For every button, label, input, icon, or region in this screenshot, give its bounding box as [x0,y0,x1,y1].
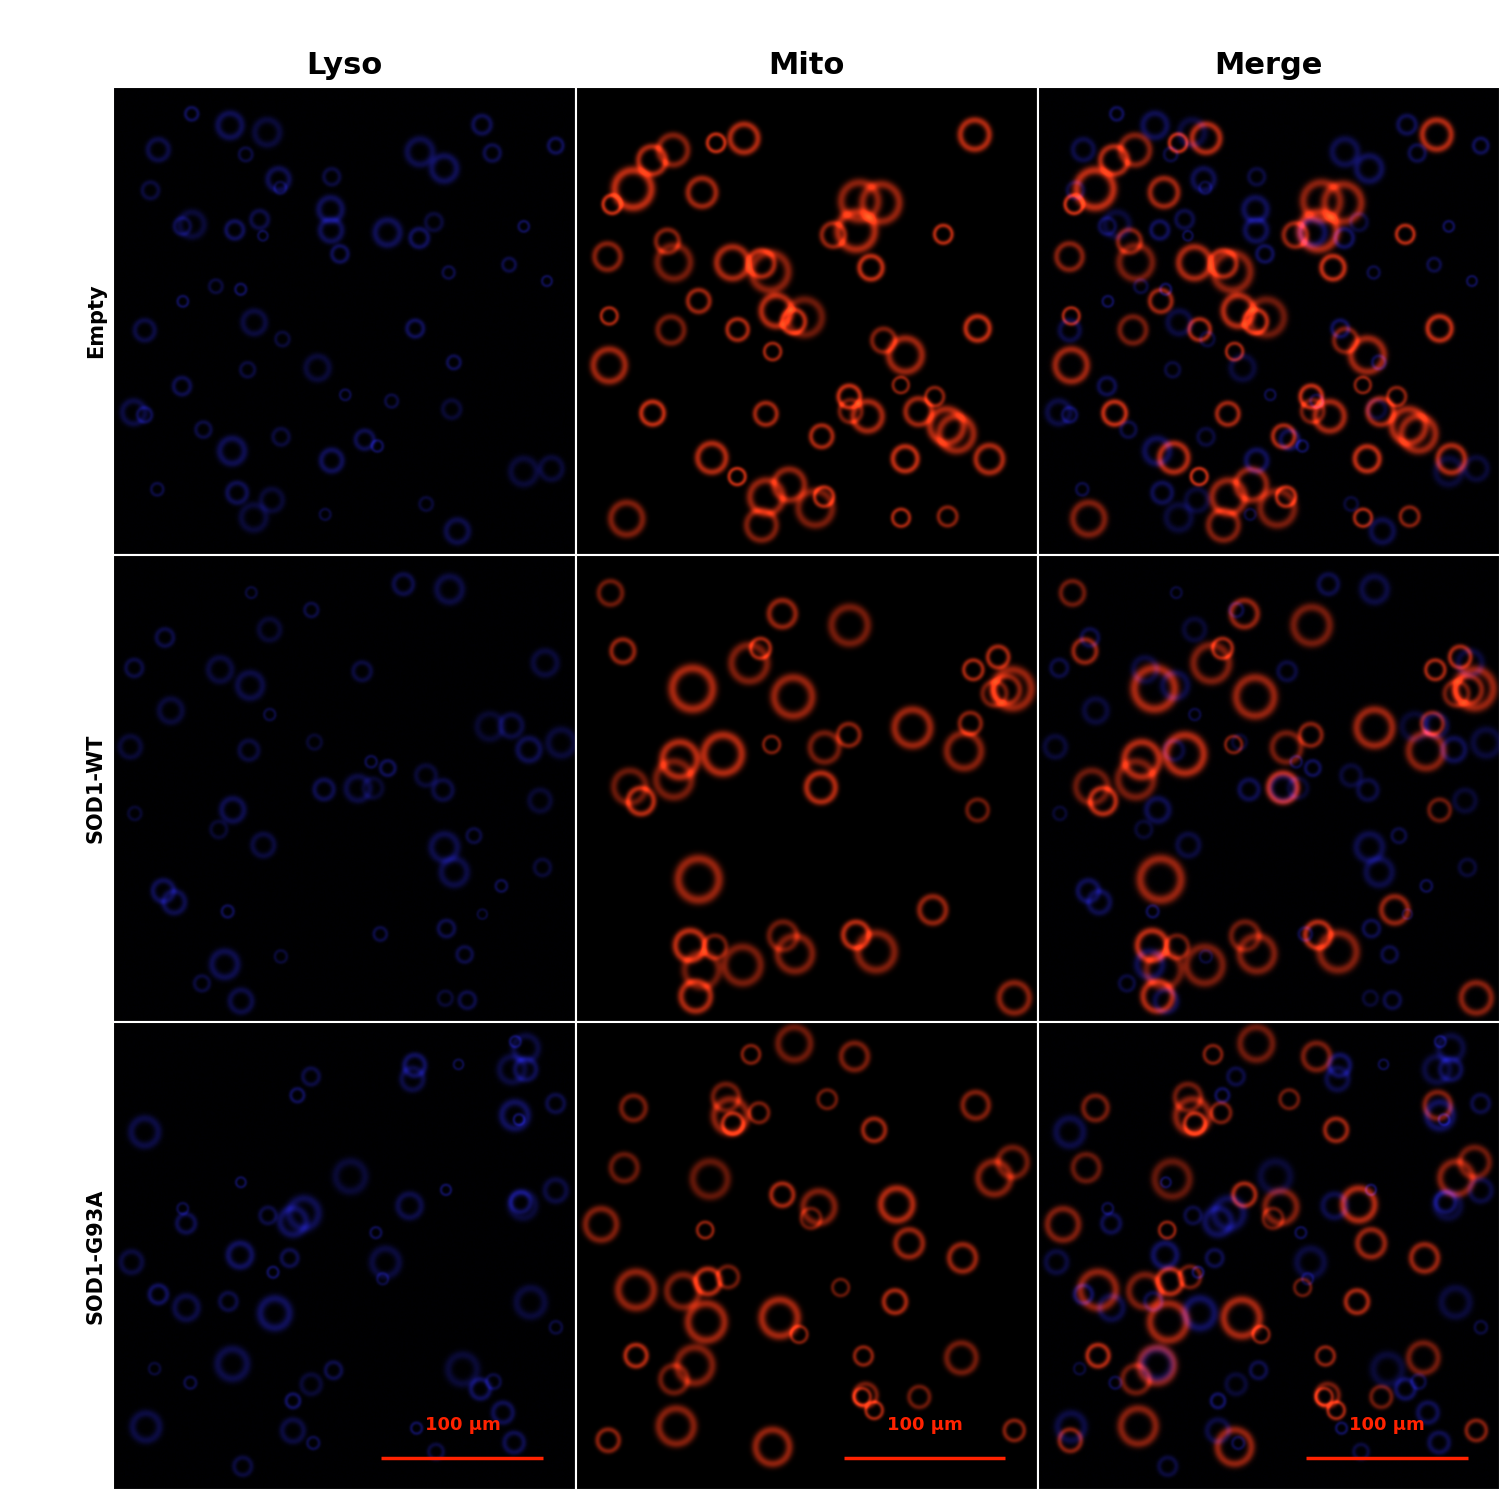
Text: Mito: Mito [768,51,845,80]
Text: Empty: Empty [86,284,106,359]
Text: Merge: Merge [1214,51,1323,80]
Text: 100 μm: 100 μm [425,1416,500,1434]
Text: SOD1-G93A: SOD1-G93A [86,1188,106,1323]
Text: SOD1-WT: SOD1-WT [86,734,106,843]
Text: 100 μm: 100 μm [888,1416,963,1434]
Text: 100 μm: 100 μm [1349,1416,1424,1434]
Text: Lyso: Lyso [307,51,383,80]
